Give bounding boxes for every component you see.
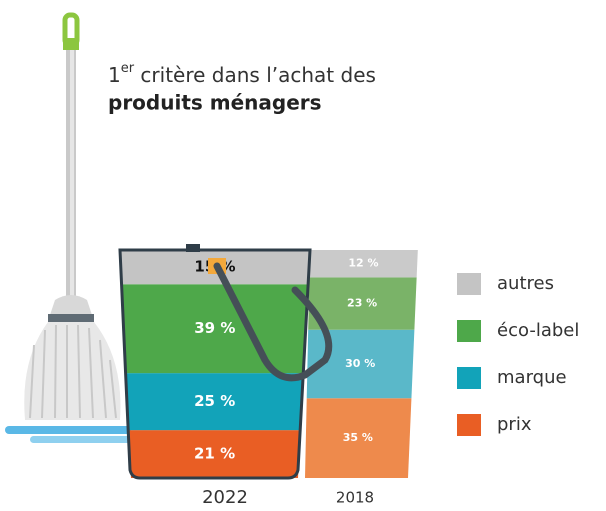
- legend-label: marque: [497, 367, 567, 388]
- value-label: 35 %: [343, 431, 373, 444]
- legend-swatch: [457, 367, 481, 389]
- value-label: 21 %: [194, 445, 235, 463]
- bucket-outline: [118, 248, 312, 480]
- legend-swatch: [457, 273, 481, 295]
- bar-segment: [309, 250, 418, 278]
- x-tick-label: 2022: [202, 487, 248, 508]
- bucket-handle: [213, 262, 333, 382]
- bar-segment: [308, 277, 417, 330]
- bar-segment: [125, 373, 304, 431]
- bucket-clip: [186, 244, 200, 252]
- value-label: 30 %: [345, 357, 375, 370]
- chart-title: produits ménagers: [108, 91, 322, 115]
- title-number: 1: [108, 63, 121, 87]
- legend-swatch: [457, 320, 481, 342]
- legend-swatch: [457, 414, 481, 436]
- bar-segment: [128, 430, 301, 478]
- value-label: 25 %: [194, 392, 235, 410]
- x-tick-label: 2018: [336, 489, 374, 507]
- legend: autres éco-label marque prix: [457, 273, 579, 436]
- chart-title: 1er critère dans l’achat des: [108, 61, 376, 87]
- value-label: 12 %: [348, 257, 378, 270]
- value-label: 23 %: [347, 297, 377, 310]
- bar-segment: [306, 329, 415, 399]
- title-text: critère dans l’achat des: [134, 63, 376, 87]
- bar-segment: [305, 398, 412, 478]
- title-superscript: er: [121, 61, 135, 76]
- mop: [5, 12, 134, 443]
- legend-label: autres: [497, 273, 554, 294]
- value-label: 39 %: [194, 319, 235, 337]
- legend-label: prix: [497, 414, 532, 435]
- legend-label: éco-label: [497, 320, 579, 341]
